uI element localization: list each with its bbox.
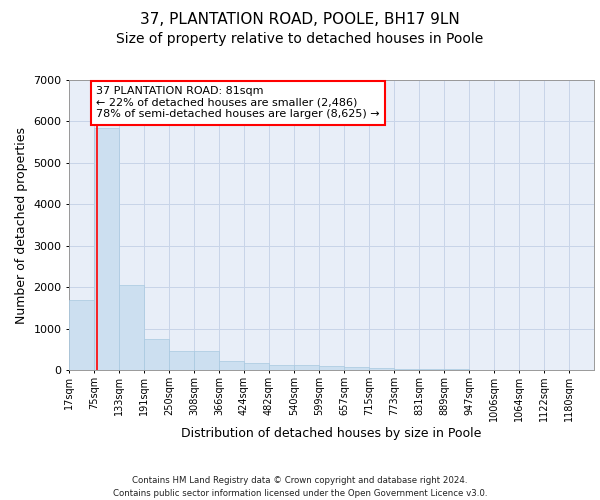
Text: Contains HM Land Registry data © Crown copyright and database right 2024.
Contai: Contains HM Land Registry data © Crown c… bbox=[113, 476, 487, 498]
Bar bbox=[244, 363, 269, 370]
Bar bbox=[344, 366, 369, 370]
Bar bbox=[94, 128, 119, 370]
Bar bbox=[294, 366, 319, 370]
Bar bbox=[419, 369, 444, 370]
Bar bbox=[69, 300, 94, 370]
Y-axis label: Number of detached properties: Number of detached properties bbox=[14, 126, 28, 324]
Bar bbox=[269, 364, 294, 370]
Text: 37, PLANTATION ROAD, POOLE, BH17 9LN: 37, PLANTATION ROAD, POOLE, BH17 9LN bbox=[140, 12, 460, 28]
Bar bbox=[319, 366, 344, 370]
Text: Size of property relative to detached houses in Poole: Size of property relative to detached ho… bbox=[116, 32, 484, 46]
Bar bbox=[194, 351, 219, 370]
Text: 37 PLANTATION ROAD: 81sqm
← 22% of detached houses are smaller (2,486)
78% of se: 37 PLANTATION ROAD: 81sqm ← 22% of detac… bbox=[96, 86, 380, 120]
Bar bbox=[144, 339, 169, 370]
Bar bbox=[369, 368, 394, 370]
Bar bbox=[119, 285, 144, 370]
Bar bbox=[394, 369, 419, 370]
Bar bbox=[219, 361, 244, 370]
Bar bbox=[169, 351, 194, 370]
X-axis label: Distribution of detached houses by size in Poole: Distribution of detached houses by size … bbox=[181, 426, 482, 440]
